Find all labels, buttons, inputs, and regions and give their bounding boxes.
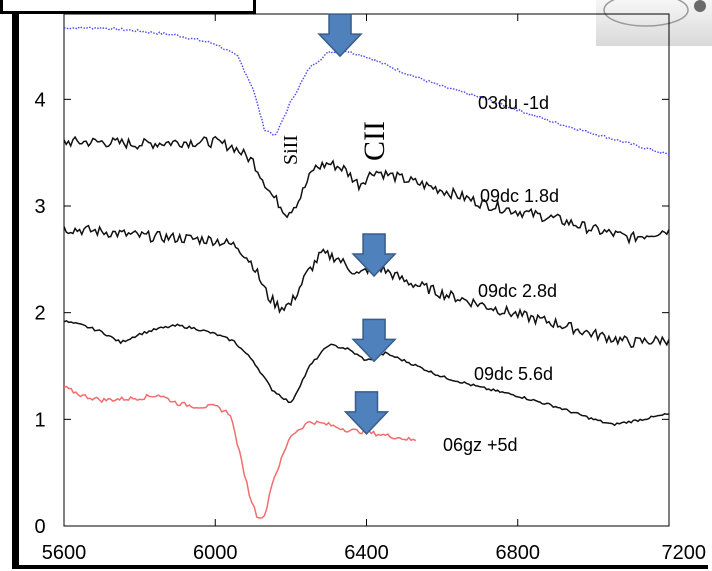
series-label: 09dc 5.6d: [474, 364, 553, 384]
line-annotation: CII: [358, 121, 391, 161]
x-tick-labels: 5600 6000 6400 6800 7200: [42, 542, 706, 564]
series-line: [63, 26, 670, 156]
marker-arrows: [317, 13, 397, 435]
series-line: [63, 385, 417, 519]
y-tick-label: 0: [34, 516, 45, 538]
x-tick-label: 7200: [662, 542, 707, 564]
x-tick-label: 6400: [344, 542, 389, 564]
line-annotations: SiII CII: [280, 121, 391, 165]
series-label: 03du -1d: [478, 93, 549, 113]
series-labels: 03du -1d 09dc 1.8d 09dc 2.8d 09dc 5.6d 06gz …: [443, 93, 559, 455]
series-lines: [63, 26, 670, 519]
down-arrow-marker: [351, 233, 397, 278]
x-tick-label: 6000: [193, 542, 238, 564]
down-arrow-marker: [343, 391, 390, 435]
down-arrow-marker: [351, 318, 397, 363]
series-label: 09dc 2.8d: [478, 281, 557, 301]
title-box-fragment: [0, 0, 256, 14]
down-arrow-marker: [317, 13, 363, 58]
y-tick-label: 3: [34, 196, 45, 218]
y-tick-label: 1: [34, 409, 45, 431]
line-annotation: SiII: [280, 135, 302, 165]
y-tick-labels: 0 1 2 3 4: [34, 89, 45, 538]
axis-ticks: [63, 14, 670, 527]
outer-frame-border: [12, 12, 708, 569]
x-tick-label: 5600: [42, 542, 87, 564]
y-tick-label: 4: [34, 89, 45, 111]
series-label: 09dc 1.8d: [480, 186, 559, 206]
series-label: 06gz +5d: [443, 435, 518, 455]
series-line: [63, 135, 670, 245]
x-tick-label: 6800: [496, 542, 541, 564]
y-tick-label: 2: [34, 303, 45, 325]
thumbnail-ring-graphic: [603, 0, 706, 27]
corner-thumbnail-image: [596, 0, 712, 46]
series-line: [63, 224, 670, 349]
